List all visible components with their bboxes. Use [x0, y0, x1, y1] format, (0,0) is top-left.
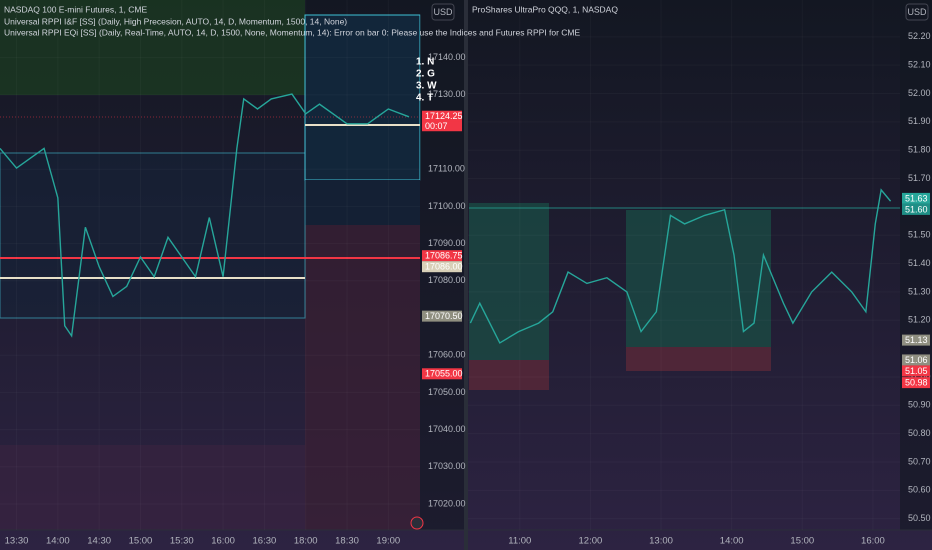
y-tick-label: 50.60: [908, 485, 931, 495]
price-label-box: [902, 365, 930, 377]
currency-button[interactable]: [905, 3, 929, 21]
y-tick-label: 17100.00: [428, 201, 466, 211]
y-tick-label: 51.20: [908, 315, 931, 325]
x-tick-label: 15:00: [790, 536, 814, 547]
x-tick-label: 15:00: [129, 536, 153, 547]
countdown-box: [422, 121, 462, 132]
y-tick-label: 17030.00: [428, 461, 466, 471]
y-tick-label: 17130.00: [428, 89, 466, 99]
pane-divider: [464, 0, 468, 550]
zone-blue: [305, 180, 420, 225]
x-tick-label: 18:30: [335, 536, 359, 547]
price-label-box: [902, 192, 930, 204]
price-label-box: [902, 354, 930, 366]
x-tick-label: 13:00: [649, 536, 673, 547]
y-tick-label: 51.50: [908, 230, 931, 240]
price-label: 51.05: [905, 366, 928, 376]
y-tick-label: 17060.00: [428, 350, 466, 360]
price-line: [0, 93, 410, 338]
zone-green: [626, 210, 771, 347]
price-label-box: [902, 377, 930, 389]
indicator-label: Universal RPPI I&F [SS] (Daily, High Pre…: [4, 16, 347, 26]
price-line: [469, 188, 892, 344]
x-tick-label: 14:00: [46, 536, 70, 547]
y-tick-label: 50.80: [908, 428, 931, 438]
zone-green: [0, 0, 305, 95]
y-tick-label: 51.40: [908, 258, 931, 268]
zone-pink: [0, 445, 305, 530]
x-tick-label: 15:30: [170, 536, 194, 547]
price-label-box: [422, 110, 462, 122]
annotation: 4. T: [416, 93, 433, 104]
y-tick-label: 52.10: [908, 60, 931, 70]
zone-red: [469, 360, 549, 390]
y-tick-label: 17140.00: [428, 52, 466, 62]
y-tick-label: 17080.00: [428, 275, 466, 285]
price-label-box: [422, 261, 462, 273]
price-axis: [900, 0, 932, 530]
y-tick-label: 50.50: [908, 513, 931, 523]
zone-red: [626, 347, 771, 371]
zone-green: [469, 203, 549, 360]
price-label: 50.98: [905, 377, 928, 387]
price-label-box: [422, 368, 462, 380]
price-label: 51.13: [905, 335, 928, 345]
price-label-box: [902, 203, 930, 215]
y-tick-label: 51.80: [908, 145, 931, 155]
y-tick-label: 50.70: [908, 456, 931, 466]
price-label: 17086.00: [425, 262, 463, 272]
y-tick-label: 52.00: [908, 88, 931, 98]
replay-icon[interactable]: [410, 516, 424, 530]
x-tick-label: 13:30: [5, 536, 29, 547]
annotation: 1. N: [416, 57, 434, 68]
currency-label[interactable]: USD: [433, 7, 453, 17]
x-tick-label: 14:30: [87, 536, 111, 547]
annotation: 2. G: [416, 69, 435, 80]
x-tick-label: 11:00: [508, 536, 531, 547]
x-tick-label: 16:30: [253, 536, 277, 547]
x-tick-label: 18:00: [294, 536, 318, 547]
y-tick-label: 51.30: [908, 286, 931, 296]
price-label: 17070.50: [425, 311, 463, 321]
currency-button[interactable]: [431, 3, 455, 21]
y-tick-label: 17050.00: [428, 387, 466, 397]
price-label: 17124.25: [425, 111, 463, 121]
price-label: 51.63: [905, 193, 928, 203]
price-label: 17055.00: [425, 369, 463, 379]
x-tick-label: 19:00: [376, 536, 400, 547]
currency-label[interactable]: USD: [907, 7, 927, 17]
x-tick-label: 12:00: [579, 536, 603, 547]
price-label-box: [422, 250, 462, 262]
price-label-box: [902, 334, 930, 346]
zone-red: [305, 225, 420, 530]
y-tick-label: 51.90: [908, 116, 931, 126]
x-tick-label: 14:00: [720, 536, 744, 547]
y-tick-label: 17110.00: [428, 164, 465, 174]
annotation: 3. W: [416, 81, 437, 92]
y-tick-label: 17040.00: [428, 424, 466, 434]
zone-box: [304, 14, 421, 181]
y-tick-label: 51.70: [908, 173, 931, 183]
y-tick-label: 17090.00: [428, 238, 466, 248]
symbol-title: ProShares UltraPro QQQ, 1, NASDAQ: [472, 4, 618, 14]
price-label: 51.06: [905, 355, 928, 365]
indicator-label: Universal RPPI EQi [SS] (Daily, Real-Tim…: [4, 27, 581, 37]
price-label-box: [422, 310, 462, 322]
y-tick-label: 17020.00: [428, 498, 466, 508]
zone-box: [0, 152, 306, 319]
countdown: 00:07: [425, 121, 448, 131]
x-tick-label: 16:00: [211, 536, 235, 547]
y-tick-label: 52.20: [908, 31, 931, 41]
symbol-title: NASDAQ 100 E-mini Futures, 1, CME: [4, 4, 147, 14]
price-label: 17086.75: [425, 251, 463, 261]
x-tick-label: 16:00: [861, 536, 885, 547]
price-label: 51.60: [905, 204, 928, 214]
y-tick-label: 50.90: [908, 400, 931, 410]
